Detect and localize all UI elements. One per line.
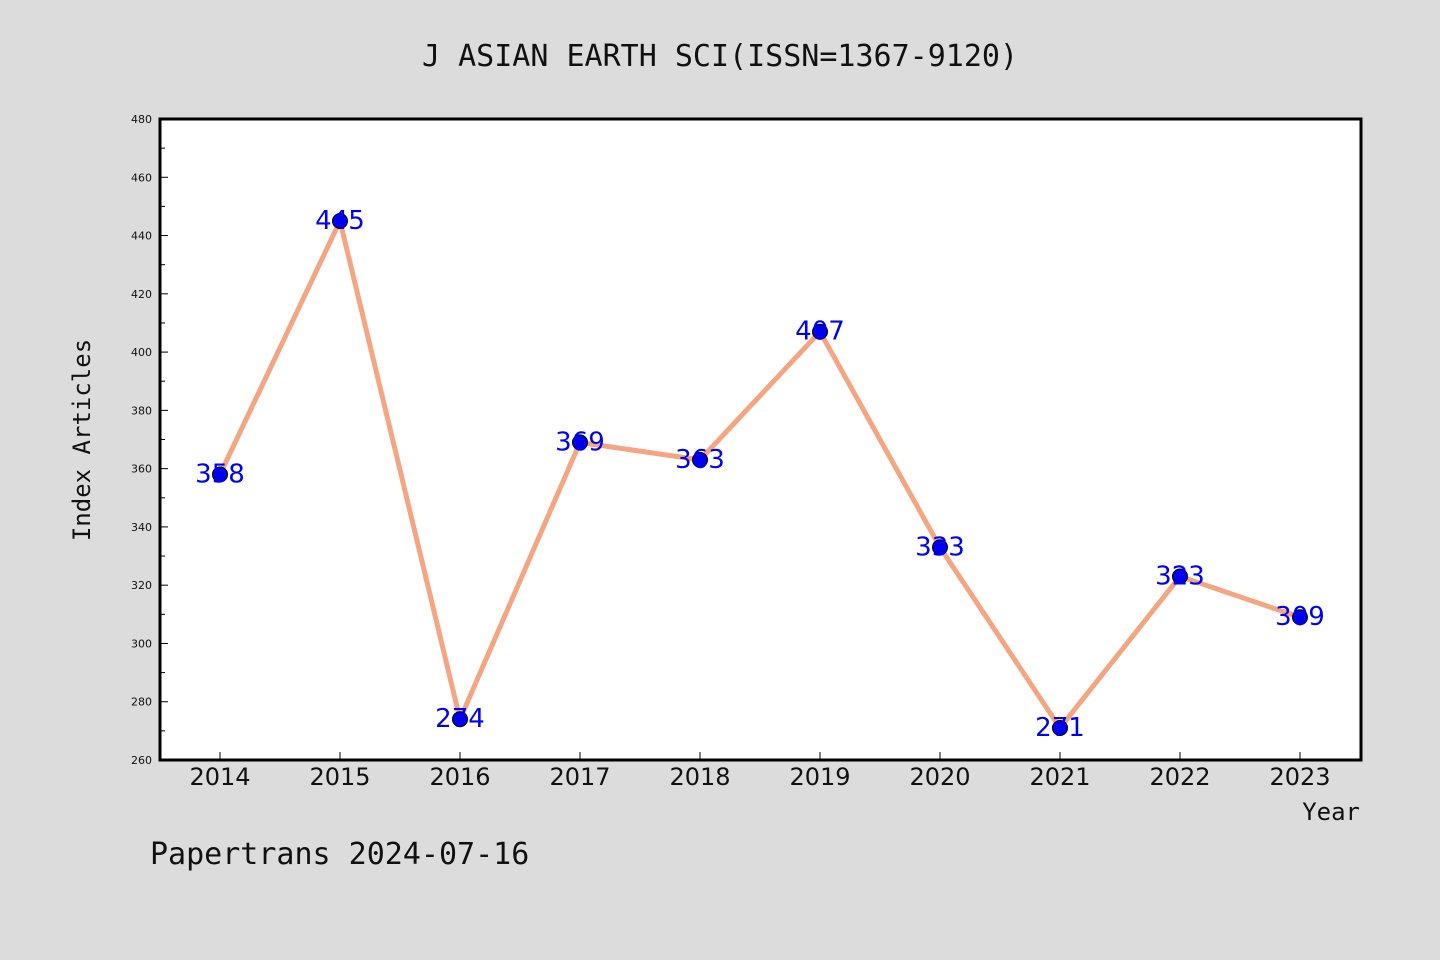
- y-tick-label: 260: [131, 754, 152, 767]
- plot-area: [160, 119, 1361, 760]
- x-tick-label: 2020: [909, 763, 970, 791]
- data-points: [212, 212, 1308, 736]
- data-point-2015: [332, 212, 348, 229]
- data-label-2021: 271: [1035, 713, 1085, 743]
- y-tick-label: 340: [131, 521, 152, 534]
- x-tick-label: 2016: [429, 763, 490, 791]
- data-point-2020: [932, 539, 948, 556]
- data-label-2016: 274: [435, 704, 485, 734]
- y-tick-label: 420: [131, 288, 152, 301]
- data-point-2016: [452, 711, 468, 728]
- x-tick-label: 2021: [1029, 763, 1090, 791]
- data-label-2015: 445: [315, 206, 365, 236]
- footer-watermark: Papertrans 2024-07-16: [150, 837, 529, 872]
- x-tick-label: 2022: [1149, 763, 1210, 791]
- y-tick-label: 280: [131, 696, 152, 709]
- y-tick-label: 320: [131, 579, 152, 592]
- data-label-2022: 323: [1155, 561, 1205, 591]
- data-labels: 358 445 274 369 363 407 333 271 323 309: [195, 206, 1325, 743]
- series-line: [217, 218, 1303, 731]
- x-axis-label: Year: [1302, 798, 1360, 826]
- x-tick-label: 2014: [189, 763, 250, 791]
- axis-ticks: 260 280 300 320 340 360 380 400 420 440 460 480 2014…: [131, 113, 1331, 791]
- x-tick-label: 2015: [309, 763, 370, 791]
- data-label-2014: 358: [195, 459, 245, 489]
- y-axis-label: Index Articles: [68, 339, 96, 541]
- y-tick-label: 380: [131, 404, 152, 417]
- data-point-2021: [1052, 719, 1068, 736]
- series-line-group: [217, 218, 1303, 731]
- data-point-2022: [1172, 568, 1188, 585]
- data-label-2023: 309: [1275, 602, 1325, 632]
- data-label-2018: 363: [675, 445, 725, 475]
- data-label-2017: 369: [555, 427, 605, 457]
- data-point-2019: [812, 323, 828, 340]
- data-point-2018: [692, 451, 708, 468]
- y-tick-label: 480: [131, 113, 152, 126]
- plot-frame: [158, 117, 1363, 762]
- y-tick-label: 300: [131, 637, 152, 650]
- data-point-2017: [572, 434, 588, 451]
- x-tick-label: 2019: [789, 763, 850, 791]
- y-tick-label: 460: [131, 171, 152, 184]
- data-label-2019: 407: [795, 317, 845, 347]
- y-tick-label: 440: [131, 230, 152, 243]
- x-tick-label: 2018: [669, 763, 730, 791]
- data-point-2023: [1292, 609, 1308, 626]
- y-tick-label: 360: [131, 463, 152, 476]
- data-point-2014: [212, 466, 228, 483]
- data-label-2020: 333: [915, 532, 965, 562]
- y-tick-label: 400: [131, 346, 152, 359]
- x-tick-label: 2017: [549, 763, 610, 791]
- chart-title: J ASIAN EARTH SCI(ISSN=1367-9120): [422, 39, 1018, 74]
- x-tick-label: 2023: [1269, 763, 1330, 791]
